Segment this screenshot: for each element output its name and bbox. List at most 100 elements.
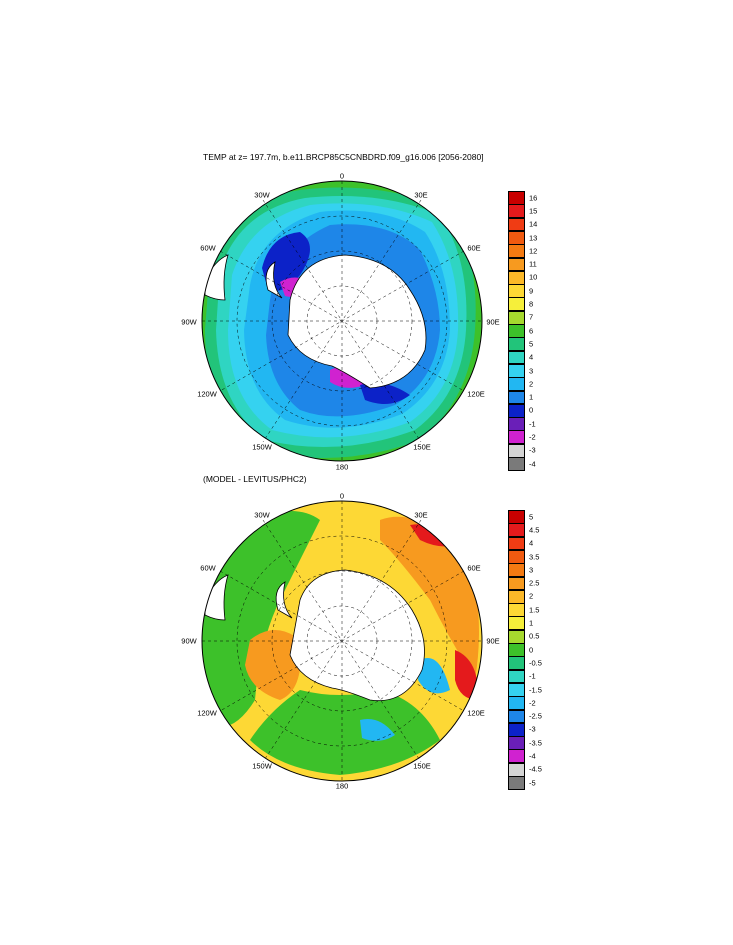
top-label-120e: 120E (467, 389, 485, 399)
colorbar-cell (508, 643, 525, 657)
bot-label-150e: 150E (413, 761, 431, 771)
bot-antarctic-peninsula (275, 581, 293, 619)
top-label-60e: 60E (467, 243, 481, 253)
colorbar-cell (508, 709, 525, 724)
colorbar-label: 13 (529, 233, 538, 243)
colorbar-cell (508, 669, 525, 684)
colorbar-cell (508, 616, 525, 631)
bot-field-east-blue (418, 658, 450, 694)
bot-label-150w: 150W (252, 761, 272, 771)
colorbar-label: 1.5 (529, 605, 540, 615)
top-label-150w: 150W (252, 442, 272, 452)
colorbar-cell (508, 776, 525, 790)
colorbar-label: 0.5 (529, 631, 540, 641)
colorbar-label: 4.5 (529, 525, 540, 535)
bot-label-180: 180 (335, 781, 349, 791)
top-antarctica-land (287, 254, 427, 389)
bot-antarctica-land (289, 569, 425, 702)
bot-label-60e: 60E (467, 563, 481, 573)
colorbar-label: 3 (529, 366, 534, 376)
bot-field-south-blue (360, 719, 395, 741)
colorbar-label: 2 (529, 379, 534, 389)
colorbar-label: 5 (529, 339, 534, 349)
colorbar-label: -1 (529, 419, 536, 429)
colorbar-cell (508, 762, 525, 777)
bot-label-90e: 90E (486, 636, 500, 646)
bot-field-west-green (202, 511, 320, 727)
colorbar-cell (508, 749, 525, 764)
top-south-america (204, 254, 229, 301)
colorbar-label: 9 (529, 286, 534, 296)
colorbar-cell (508, 736, 525, 750)
colorbar-cell (508, 536, 525, 551)
colorbar-label: 14 (529, 219, 538, 229)
colorbar-label: -4.5 (529, 764, 542, 774)
colorbar-label: 4 (529, 538, 534, 548)
colorbar-label: 2.5 (529, 578, 540, 588)
top-map-title: TEMP at z= 197.7m, b.e11.BRCP85C5CNBDRD.… (203, 152, 484, 162)
top-graticule (202, 181, 482, 461)
colorbar-label: 0 (529, 645, 534, 655)
top-field-ross-cold (360, 382, 410, 404)
colorbar-label: 3 (529, 565, 534, 575)
colorbar-label: -3 (529, 445, 536, 455)
colorbar-cell (508, 722, 525, 737)
colorbar-label: -4 (529, 751, 536, 761)
colorbar-label: 3.5 (529, 552, 540, 562)
colorbar-cell (508, 523, 525, 538)
bot-label-60w: 60W (200, 563, 216, 573)
bot-label-30e: 30E (414, 510, 428, 520)
top-label-90w: 90W (181, 317, 197, 327)
colorbar-label: 10 (529, 272, 538, 282)
top-label-60w: 60W (200, 243, 216, 253)
colorbar-cell (508, 510, 525, 524)
colorbar-cell (508, 457, 525, 471)
colorbar-label: 12 (529, 246, 538, 256)
colorbar-cell (508, 682, 525, 697)
colorbar-label: -5 (529, 778, 536, 788)
bot-field-west-orange (245, 630, 301, 700)
colorbar-label: -0.5 (529, 658, 542, 668)
bottom-map-title: (MODEL - LEVITUS/PHC2) (203, 474, 307, 484)
colorbar-cell (508, 563, 525, 578)
colorbar-label: -3.5 (529, 738, 542, 748)
colorbar-label: 5 (529, 512, 534, 522)
colorbar-cell (508, 576, 525, 591)
bot-south-america (204, 574, 229, 621)
colorbar-label: 7 (529, 312, 534, 322)
colorbar-label: -4 (529, 459, 536, 469)
colorbar-label: -2.5 (529, 711, 542, 721)
colorbar-label: 1 (529, 392, 534, 402)
top-label-150e: 150E (413, 442, 431, 452)
colorbar-label: 2 (529, 591, 534, 601)
colorbar-cell (508, 629, 525, 644)
top-label-0: 0 (339, 171, 345, 181)
colorbar-label: 16 (529, 193, 538, 203)
top-label-180: 180 (335, 462, 349, 472)
top-field-weddell-cold (262, 232, 310, 291)
colorbar-label: 4 (529, 352, 534, 362)
colorbar-label: -2 (529, 698, 536, 708)
bot-field-east-red-2 (455, 650, 479, 700)
colorbar-cell (508, 589, 525, 604)
bot-label-0: 0 (339, 491, 345, 501)
bot-field-south-green (250, 690, 440, 775)
colorbar-label: 1 (529, 618, 534, 628)
bottom-graticule (202, 501, 482, 781)
colorbar-label: -1.5 (529, 685, 542, 695)
bot-label-90w: 90W (181, 636, 197, 646)
top-label-30w: 30W (254, 190, 270, 200)
top-label-90e: 90E (486, 317, 500, 327)
bot-label-120e: 120E (467, 708, 485, 718)
bot-label-120w: 120W (197, 708, 217, 718)
colorbar-label: -1 (529, 671, 536, 681)
top-label-30e: 30E (414, 190, 428, 200)
colorbar-label: 6 (529, 326, 534, 336)
top-label-120w: 120W (197, 389, 217, 399)
colorbar-label: 0 (529, 405, 534, 415)
colorbar-cell (508, 656, 525, 671)
bot-label-30w: 30W (254, 510, 270, 520)
top-field-ross-freezing (330, 367, 365, 388)
